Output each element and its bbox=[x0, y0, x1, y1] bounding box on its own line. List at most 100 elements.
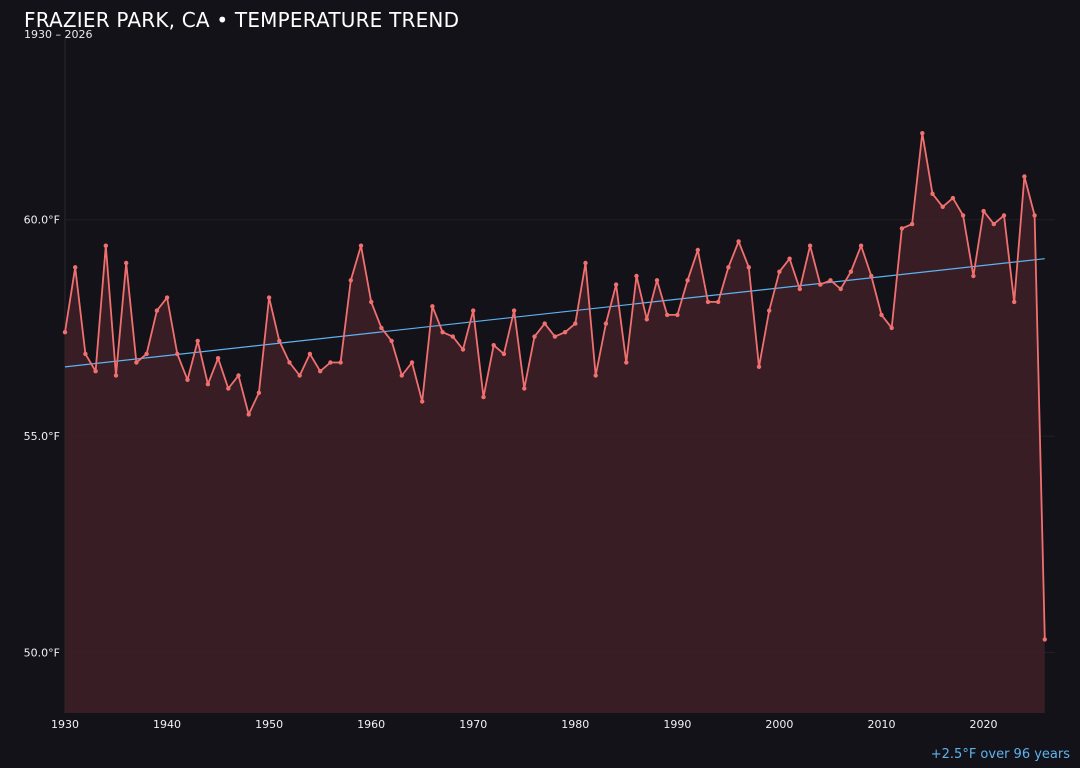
data-point-1997 bbox=[746, 265, 751, 270]
data-point-1952 bbox=[287, 360, 292, 365]
data-point-1959 bbox=[358, 243, 364, 248]
x-tick-label: 1990 bbox=[663, 718, 691, 731]
y-tick-label: 55.0°F bbox=[24, 430, 60, 443]
data-point-1935 bbox=[113, 373, 119, 378]
data-point-1986 bbox=[634, 273, 639, 279]
data-point-1979 bbox=[562, 330, 568, 335]
x-tick-label: 2020 bbox=[970, 718, 998, 731]
data-point-2020 bbox=[981, 208, 986, 214]
data-point-1955 bbox=[318, 369, 323, 374]
data-point-1949 bbox=[256, 390, 262, 395]
data-point-1934 bbox=[103, 243, 109, 248]
data-point-1975 bbox=[522, 386, 527, 391]
data-point-1937 bbox=[134, 360, 139, 365]
data-point-1941 bbox=[175, 351, 180, 357]
data-point-1994 bbox=[716, 299, 721, 305]
x-tick-label: 1970 bbox=[459, 718, 487, 731]
data-point-1938 bbox=[144, 351, 149, 357]
y-tick-label: 60.0°F bbox=[24, 214, 60, 227]
data-point-2022 bbox=[1001, 213, 1007, 218]
x-tick-label: 1940 bbox=[153, 718, 181, 731]
data-point-1963 bbox=[399, 373, 404, 378]
data-point-1973 bbox=[501, 351, 507, 357]
data-point-1931 bbox=[73, 265, 78, 270]
data-point-1996 bbox=[736, 239, 741, 244]
data-point-1990 bbox=[675, 312, 680, 318]
data-point-2018 bbox=[960, 213, 966, 218]
data-point-1972 bbox=[491, 343, 496, 348]
data-point-1969 bbox=[460, 347, 466, 352]
data-point-1958 bbox=[348, 278, 353, 283]
x-tick-label: 2000 bbox=[765, 718, 793, 731]
data-point-1940 bbox=[164, 295, 170, 300]
data-point-1988 bbox=[654, 278, 660, 283]
data-point-1992 bbox=[695, 247, 700, 253]
data-point-2004 bbox=[818, 282, 823, 287]
data-point-1981 bbox=[583, 260, 588, 266]
data-point-1991 bbox=[685, 278, 690, 283]
data-point-1968 bbox=[450, 334, 455, 339]
data-point-2021 bbox=[991, 221, 996, 227]
data-point-1960 bbox=[369, 299, 374, 305]
data-point-1946 bbox=[226, 386, 231, 391]
data-point-1932 bbox=[83, 351, 88, 357]
data-point-1939 bbox=[154, 308, 160, 313]
temperature-area bbox=[65, 133, 1045, 713]
data-point-1933 bbox=[93, 369, 98, 374]
y-tick-label: 50.0°F bbox=[24, 646, 60, 659]
data-point-1971 bbox=[481, 394, 486, 400]
data-point-1987 bbox=[644, 317, 649, 322]
data-point-1974 bbox=[511, 308, 517, 313]
data-point-2015 bbox=[930, 191, 935, 196]
data-point-2025 bbox=[1032, 213, 1037, 218]
data-point-2000 bbox=[777, 269, 782, 274]
data-point-1984 bbox=[613, 282, 619, 287]
data-point-1930 bbox=[62, 330, 68, 335]
y-axis-ticks: 50.0°F 55.0°F 60.0°F bbox=[24, 214, 60, 660]
data-point-1999 bbox=[767, 308, 772, 313]
data-point-1964 bbox=[409, 360, 415, 365]
data-point-1998 bbox=[756, 364, 762, 369]
data-point-1957 bbox=[338, 360, 343, 365]
data-point-1954 bbox=[307, 351, 313, 357]
data-point-2006 bbox=[838, 286, 843, 292]
data-point-1970 bbox=[471, 308, 476, 313]
data-point-1945 bbox=[215, 356, 221, 361]
data-point-1962 bbox=[389, 338, 394, 344]
data-point-1936 bbox=[124, 260, 129, 266]
data-point-2019 bbox=[971, 273, 976, 279]
x-tick-label: 1950 bbox=[255, 718, 283, 731]
data-point-1948 bbox=[246, 412, 251, 417]
x-axis-ticks: 1930 1940 1950 1960 1970 1980 1990 2000 2010 2020 bbox=[51, 718, 998, 731]
data-point-2011 bbox=[889, 325, 894, 331]
data-point-1983 bbox=[603, 321, 609, 326]
x-tick-label: 1980 bbox=[561, 718, 589, 731]
x-tick-label: 2010 bbox=[867, 718, 895, 731]
data-point-2010 bbox=[879, 312, 884, 318]
x-tick-label: 1960 bbox=[357, 718, 385, 731]
data-point-2014 bbox=[920, 131, 925, 136]
data-point-1947 bbox=[236, 373, 241, 378]
data-point-2001 bbox=[787, 256, 792, 261]
data-point-2024 bbox=[1022, 174, 1027, 179]
data-point-1944 bbox=[205, 382, 211, 387]
data-point-1985 bbox=[624, 360, 629, 365]
data-point-1980 bbox=[573, 321, 578, 326]
data-point-1953 bbox=[297, 373, 302, 378]
data-point-2007 bbox=[848, 269, 854, 274]
data-point-1956 bbox=[328, 360, 333, 365]
trend-note: +2.5°F over 96 years bbox=[930, 747, 1070, 762]
data-point-1965 bbox=[420, 399, 425, 404]
data-point-1961 bbox=[379, 325, 384, 331]
data-point-2016 bbox=[940, 204, 945, 209]
data-point-1943 bbox=[195, 338, 200, 344]
data-point-1942 bbox=[185, 377, 190, 382]
data-point-1982 bbox=[593, 373, 598, 378]
data-point-2008 bbox=[858, 243, 864, 248]
chart-title: FRAZIER PARK, CA • TEMPERATURE TREND bbox=[24, 8, 460, 32]
data-point-2017 bbox=[950, 195, 956, 201]
data-point-2026 bbox=[1042, 637, 1048, 642]
trend-line bbox=[64, 258, 1045, 368]
data-point-1978 bbox=[552, 334, 558, 339]
